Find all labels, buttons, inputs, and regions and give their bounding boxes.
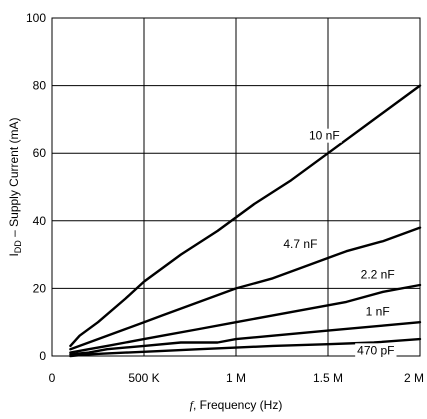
y-tick-label: 80 xyxy=(33,79,47,93)
series-line-10-nf xyxy=(69,84,422,348)
series-label: 4.7 nF xyxy=(283,237,317,251)
series-label: 2.2 nF xyxy=(361,267,395,281)
series-label-background xyxy=(306,128,342,143)
x-axis-title: f, Frequency (Hz) xyxy=(190,398,283,412)
series-label-background xyxy=(281,236,320,251)
plot-frame xyxy=(51,17,421,357)
x-tick-label: 2 M xyxy=(404,371,424,385)
grid-lines xyxy=(52,18,420,356)
series-line-470-pf xyxy=(69,337,422,358)
series-label-background xyxy=(358,267,397,282)
series-label: 1 nF xyxy=(366,304,390,318)
series-line-4-7-nf xyxy=(69,226,422,351)
series-label: 470 pF xyxy=(357,343,394,357)
y-tick-label: 60 xyxy=(33,146,47,160)
x-tick-label: 1 M xyxy=(226,371,246,385)
y-tick-label: 0 xyxy=(39,349,46,363)
series-label-background xyxy=(355,343,397,358)
x-axis-tick-labels: 0 500 K 1 M 1.5 M 2 M xyxy=(49,371,424,385)
y-tick-label: 40 xyxy=(33,214,47,228)
y-tick-label: 100 xyxy=(26,11,46,25)
y-axis-tick-labels: 0 20 40 60 80 100 xyxy=(26,11,46,363)
series-label: 10 nF xyxy=(309,129,340,143)
x-tick-label: 500 K xyxy=(128,371,159,385)
series-line-2-2-nf xyxy=(69,283,422,354)
series-line-1-nf xyxy=(69,321,422,356)
x-tick-label: 1.5 M xyxy=(313,371,343,385)
x-tick-label: 0 xyxy=(49,371,56,385)
y-tick-label: 20 xyxy=(33,281,47,295)
y-axis-title: IDD – Supply Current (mA) xyxy=(7,117,23,256)
series-label-background xyxy=(363,304,392,319)
series-lines: 10 nF 4.7 nF 2.2 nF 1 nF 470 pF xyxy=(69,84,422,358)
